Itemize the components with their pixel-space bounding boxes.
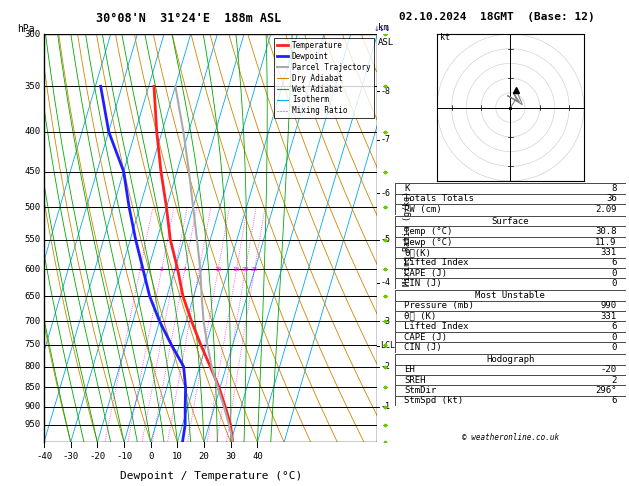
Text: -6: -6 (380, 189, 390, 198)
Text: 331: 331 (601, 312, 616, 321)
Text: ↓↓↓: ↓↓↓ (374, 26, 391, 32)
Text: 1: 1 (138, 266, 142, 272)
Text: -2: -2 (380, 362, 390, 371)
Text: 25: 25 (251, 266, 259, 272)
Text: kt: kt (440, 33, 450, 42)
Text: 850: 850 (25, 382, 41, 392)
Text: StmDir: StmDir (404, 386, 437, 395)
Text: Dewpoint / Temperature (°C): Dewpoint / Temperature (°C) (120, 471, 302, 481)
Text: 300: 300 (25, 30, 41, 38)
Text: Lifted Index: Lifted Index (404, 322, 469, 331)
Text: ASL: ASL (378, 38, 394, 47)
Text: 8: 8 (611, 184, 616, 193)
Text: -1: -1 (380, 402, 390, 411)
Text: Lifted Index: Lifted Index (404, 259, 469, 267)
Text: -8: -8 (380, 87, 390, 96)
Text: CIN (J): CIN (J) (404, 279, 442, 288)
Text: -30: -30 (63, 452, 79, 462)
Text: SREH: SREH (404, 376, 426, 384)
Text: 40: 40 (252, 452, 263, 462)
Text: Most Unstable: Most Unstable (476, 291, 545, 300)
Text: Dewp (°C): Dewp (°C) (404, 238, 453, 246)
Text: 450: 450 (25, 167, 41, 176)
Text: 16: 16 (233, 266, 240, 272)
Text: -4: -4 (380, 278, 390, 287)
Text: 20: 20 (242, 266, 249, 272)
Text: 2.09: 2.09 (595, 205, 616, 214)
Text: -10: -10 (116, 452, 132, 462)
Text: Hodograph: Hodograph (486, 355, 535, 364)
Text: 500: 500 (25, 203, 41, 212)
Text: 0: 0 (611, 343, 616, 352)
Text: 10: 10 (172, 452, 183, 462)
Text: 30.8: 30.8 (595, 227, 616, 236)
Text: 0: 0 (148, 452, 153, 462)
Text: hPa: hPa (17, 24, 35, 34)
Text: 2: 2 (160, 266, 164, 272)
Legend: Temperature, Dewpoint, Parcel Trajectory, Dry Adiabat, Wet Adiabat, Isotherm, Mi: Temperature, Dewpoint, Parcel Trajectory… (274, 38, 374, 119)
Text: 800: 800 (25, 362, 41, 371)
Text: 750: 750 (25, 340, 41, 349)
Text: 350: 350 (25, 82, 41, 91)
Text: Pressure (mb): Pressure (mb) (404, 301, 474, 311)
Text: -7: -7 (380, 136, 390, 144)
Text: km: km (378, 23, 389, 32)
Text: 11.9: 11.9 (595, 238, 616, 246)
Text: 0: 0 (611, 279, 616, 288)
Text: 400: 400 (25, 127, 41, 136)
Text: 0: 0 (611, 332, 616, 342)
Text: © weatheronline.co.uk: © weatheronline.co.uk (462, 433, 559, 442)
Text: CAPE (J): CAPE (J) (404, 269, 447, 278)
Text: CAPE (J): CAPE (J) (404, 332, 447, 342)
Text: 3: 3 (173, 266, 177, 272)
Text: -20: -20 (89, 452, 106, 462)
Text: CIN (J): CIN (J) (404, 343, 442, 352)
Text: K: K (404, 184, 409, 193)
Text: EH: EH (404, 365, 415, 374)
Text: 20: 20 (199, 452, 209, 462)
Text: 6: 6 (198, 266, 201, 272)
Text: 0: 0 (611, 269, 616, 278)
Text: 331: 331 (601, 248, 616, 257)
Text: -3: -3 (380, 317, 390, 326)
Text: 650: 650 (25, 292, 41, 301)
Text: Mixing Ratio (g/kg): Mixing Ratio (g/kg) (403, 191, 412, 286)
Text: 6: 6 (611, 397, 616, 405)
Text: 2: 2 (611, 376, 616, 384)
Text: -20: -20 (601, 365, 616, 374)
Text: θᴀ (K): θᴀ (K) (404, 312, 437, 321)
Text: 6: 6 (611, 259, 616, 267)
Text: PW (cm): PW (cm) (404, 205, 442, 214)
Text: StmSpd (kt): StmSpd (kt) (404, 397, 464, 405)
Text: Surface: Surface (492, 217, 529, 226)
Text: θᴀ(K): θᴀ(K) (404, 248, 431, 257)
Text: 30: 30 (225, 452, 236, 462)
Text: 296°: 296° (595, 386, 616, 395)
Text: 700: 700 (25, 317, 41, 326)
Text: -5: -5 (380, 235, 390, 244)
Text: 02.10.2024  18GMT  (Base: 12): 02.10.2024 18GMT (Base: 12) (399, 12, 595, 22)
Text: Temp (°C): Temp (°C) (404, 227, 453, 236)
Text: 600: 600 (25, 264, 41, 274)
Text: 550: 550 (25, 235, 41, 244)
Text: 900: 900 (25, 402, 41, 411)
Text: 10: 10 (214, 266, 222, 272)
Text: Totals Totals: Totals Totals (404, 194, 474, 204)
Text: 990: 990 (601, 301, 616, 311)
Text: LCL: LCL (380, 341, 395, 350)
Text: 36: 36 (606, 194, 616, 204)
Text: 4: 4 (183, 266, 187, 272)
Text: 6: 6 (611, 322, 616, 331)
Text: 950: 950 (25, 420, 41, 429)
Text: 30°08'N  31°24'E  188m ASL: 30°08'N 31°24'E 188m ASL (96, 12, 281, 25)
Text: -40: -40 (36, 452, 52, 462)
